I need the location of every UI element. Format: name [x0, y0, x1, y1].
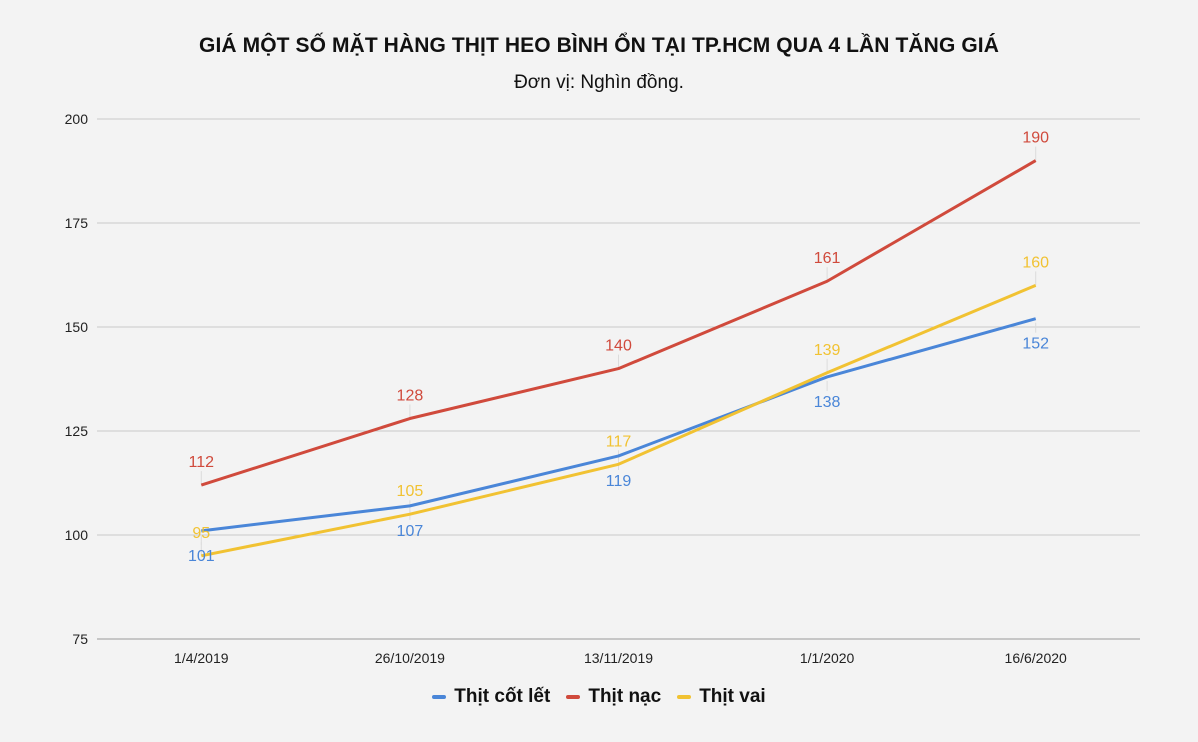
legend-label: Thịt cốt lết [454, 686, 551, 707]
legend-swatch-icon [677, 695, 692, 699]
x-tick-label: 1/4/2019 [174, 650, 229, 666]
data-label: 139 [814, 342, 841, 359]
chart-subtitle: Đơn vị: Nghìn đồng. [514, 72, 684, 93]
y-axis: 75 100 125 150 175 200 [65, 111, 89, 647]
y-tick-label: 100 [65, 527, 89, 543]
series-line [201, 317, 1037, 533]
data-label: 190 [1022, 130, 1049, 147]
legend-label: Thịt vai [699, 686, 766, 707]
series-lines [200, 159, 1037, 558]
data-label: 138 [814, 394, 841, 411]
legend-item-thit-nac[interactable]: Thịt nạc [566, 686, 661, 708]
legend-swatch-icon [432, 695, 447, 699]
data-label: 140 [605, 338, 632, 355]
y-tick-label: 125 [65, 423, 89, 439]
legend-item-thit-cot-let[interactable]: Thịt cốt lết [432, 686, 550, 708]
gridlines [97, 118, 1140, 640]
data-labels: 101 107 119 138 152 112 128 140 161 190 95 105 117 13… [188, 130, 1049, 565]
x-tick-label: 16/6/2020 [1005, 650, 1067, 666]
series-line [201, 284, 1037, 558]
data-label: 112 [189, 454, 215, 471]
data-label: 107 [397, 523, 424, 540]
data-label: 117 [606, 433, 632, 450]
data-label: 101 [188, 548, 215, 565]
legend-swatch-icon [566, 695, 581, 699]
data-label: 128 [397, 388, 424, 405]
y-tick-label: 75 [72, 631, 88, 647]
x-tick-label: 1/1/2020 [800, 650, 855, 666]
y-tick-label: 200 [65, 111, 89, 127]
data-label: 160 [1022, 254, 1049, 271]
chart-title: GIÁ MỘT SỐ MẶT HÀNG THỊT HEO BÌNH ỔN TẠI… [199, 34, 999, 57]
series-line [200, 159, 1037, 487]
data-label: 152 [1022, 336, 1049, 353]
x-tick-label: 26/10/2019 [375, 650, 445, 666]
legend-label: Thịt nạc [588, 686, 662, 707]
x-axis: 1/4/2019 26/10/2019 13/11/2019 1/1/2020 16/6… [174, 650, 1067, 666]
y-tick-label: 150 [65, 319, 89, 335]
data-label: 161 [814, 250, 841, 267]
legend-item-thit-vai[interactable]: Thịt vai [677, 686, 766, 708]
y-tick-label: 175 [65, 215, 89, 231]
legend: Thịt cốt lết Thịt nạc Thịt vai [0, 686, 1198, 708]
data-label: 119 [606, 473, 632, 490]
data-label: 95 [192, 525, 210, 542]
x-tick-label: 13/11/2019 [584, 650, 653, 666]
data-label: 105 [397, 483, 424, 500]
